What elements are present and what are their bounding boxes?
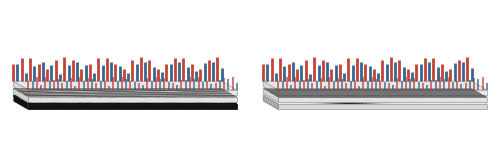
Polygon shape xyxy=(426,96,445,104)
Polygon shape xyxy=(305,96,324,104)
Polygon shape xyxy=(416,96,434,104)
Polygon shape xyxy=(440,96,458,104)
Polygon shape xyxy=(371,96,389,104)
Polygon shape xyxy=(410,96,428,104)
Polygon shape xyxy=(333,96,351,104)
Polygon shape xyxy=(382,96,400,104)
Polygon shape xyxy=(267,96,285,104)
Polygon shape xyxy=(347,96,365,104)
Polygon shape xyxy=(28,104,237,110)
Polygon shape xyxy=(263,81,278,95)
Polygon shape xyxy=(28,104,237,110)
Polygon shape xyxy=(374,96,392,104)
Polygon shape xyxy=(448,96,466,104)
Polygon shape xyxy=(308,96,326,104)
Polygon shape xyxy=(319,96,337,104)
Polygon shape xyxy=(263,81,487,90)
Polygon shape xyxy=(437,96,455,104)
Polygon shape xyxy=(264,96,281,104)
Polygon shape xyxy=(274,96,292,104)
Polygon shape xyxy=(13,95,237,104)
Polygon shape xyxy=(399,96,417,104)
Polygon shape xyxy=(298,96,316,104)
Polygon shape xyxy=(302,96,320,104)
Polygon shape xyxy=(420,96,438,104)
Polygon shape xyxy=(465,96,483,104)
Polygon shape xyxy=(288,96,306,104)
Polygon shape xyxy=(454,96,472,104)
Polygon shape xyxy=(28,97,237,102)
Polygon shape xyxy=(292,96,310,104)
Polygon shape xyxy=(13,88,237,97)
Polygon shape xyxy=(361,96,379,104)
Polygon shape xyxy=(263,95,487,104)
Polygon shape xyxy=(424,96,442,104)
Polygon shape xyxy=(354,96,372,104)
Polygon shape xyxy=(263,88,487,97)
Polygon shape xyxy=(358,96,376,104)
Polygon shape xyxy=(263,95,278,110)
Polygon shape xyxy=(336,96,354,104)
Polygon shape xyxy=(284,96,302,104)
Polygon shape xyxy=(451,96,469,104)
Polygon shape xyxy=(278,90,487,95)
Polygon shape xyxy=(330,96,347,104)
Polygon shape xyxy=(385,96,403,104)
Polygon shape xyxy=(462,96,479,104)
Polygon shape xyxy=(468,96,486,104)
Polygon shape xyxy=(458,96,476,104)
Polygon shape xyxy=(434,96,452,104)
Polygon shape xyxy=(368,96,386,104)
Polygon shape xyxy=(344,96,361,104)
Polygon shape xyxy=(295,96,313,104)
Polygon shape xyxy=(264,96,278,109)
Polygon shape xyxy=(13,81,28,95)
Polygon shape xyxy=(396,96,413,104)
Polygon shape xyxy=(316,96,334,104)
Polygon shape xyxy=(350,96,368,104)
Polygon shape xyxy=(340,96,358,104)
Polygon shape xyxy=(13,95,28,110)
Polygon shape xyxy=(322,96,340,104)
Polygon shape xyxy=(278,96,295,104)
Polygon shape xyxy=(281,96,299,104)
Polygon shape xyxy=(364,96,382,104)
Polygon shape xyxy=(326,96,344,104)
Polygon shape xyxy=(392,96,410,104)
Polygon shape xyxy=(278,104,487,110)
Polygon shape xyxy=(13,81,237,90)
Polygon shape xyxy=(312,96,330,104)
Polygon shape xyxy=(13,88,28,102)
Polygon shape xyxy=(388,96,406,104)
Polygon shape xyxy=(430,96,448,104)
Polygon shape xyxy=(263,88,278,102)
Polygon shape xyxy=(270,96,288,104)
Polygon shape xyxy=(14,96,28,109)
Polygon shape xyxy=(444,96,462,104)
Polygon shape xyxy=(28,90,237,95)
Polygon shape xyxy=(406,96,424,104)
Polygon shape xyxy=(278,97,487,102)
Polygon shape xyxy=(402,96,420,104)
Polygon shape xyxy=(413,96,431,104)
Polygon shape xyxy=(378,96,396,104)
